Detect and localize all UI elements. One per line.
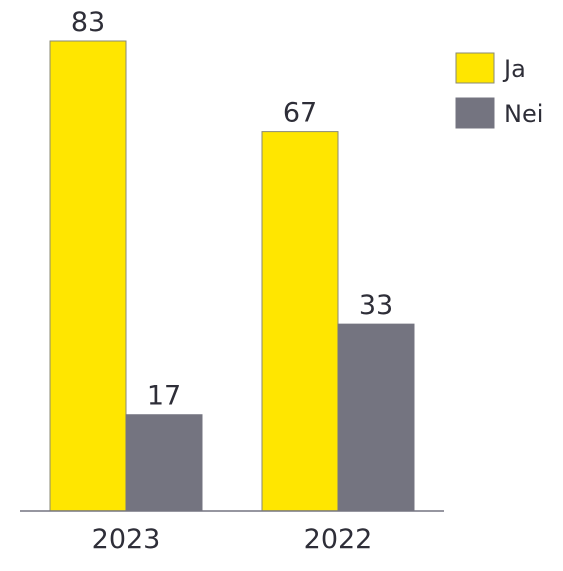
value-label-nei-2022: 33 <box>359 290 393 321</box>
value-label-nei-2023: 17 <box>147 381 181 412</box>
category-labels-group: 2023 2022 <box>92 524 373 555</box>
bar-nei-2022 <box>337 323 415 512</box>
value-label-ja-2022: 67 <box>283 98 317 129</box>
bar-nei-2023 <box>125 414 203 512</box>
legend: Ja Nei <box>455 52 543 129</box>
legend-label-nei: Nei <box>504 100 543 128</box>
category-label-2023: 2023 <box>92 524 161 555</box>
legend-swatch-ja <box>455 52 495 84</box>
bar-ja-2023 <box>49 40 127 512</box>
category-label-2022: 2022 <box>304 524 373 555</box>
legend-swatch-nei <box>455 97 495 129</box>
bar-ja-2022 <box>261 131 339 512</box>
legend-label-ja: Ja <box>502 55 526 83</box>
bars-group <box>49 40 415 512</box>
value-labels-group: 83 17 67 33 <box>71 7 393 412</box>
value-label-ja-2023: 83 <box>71 7 105 38</box>
